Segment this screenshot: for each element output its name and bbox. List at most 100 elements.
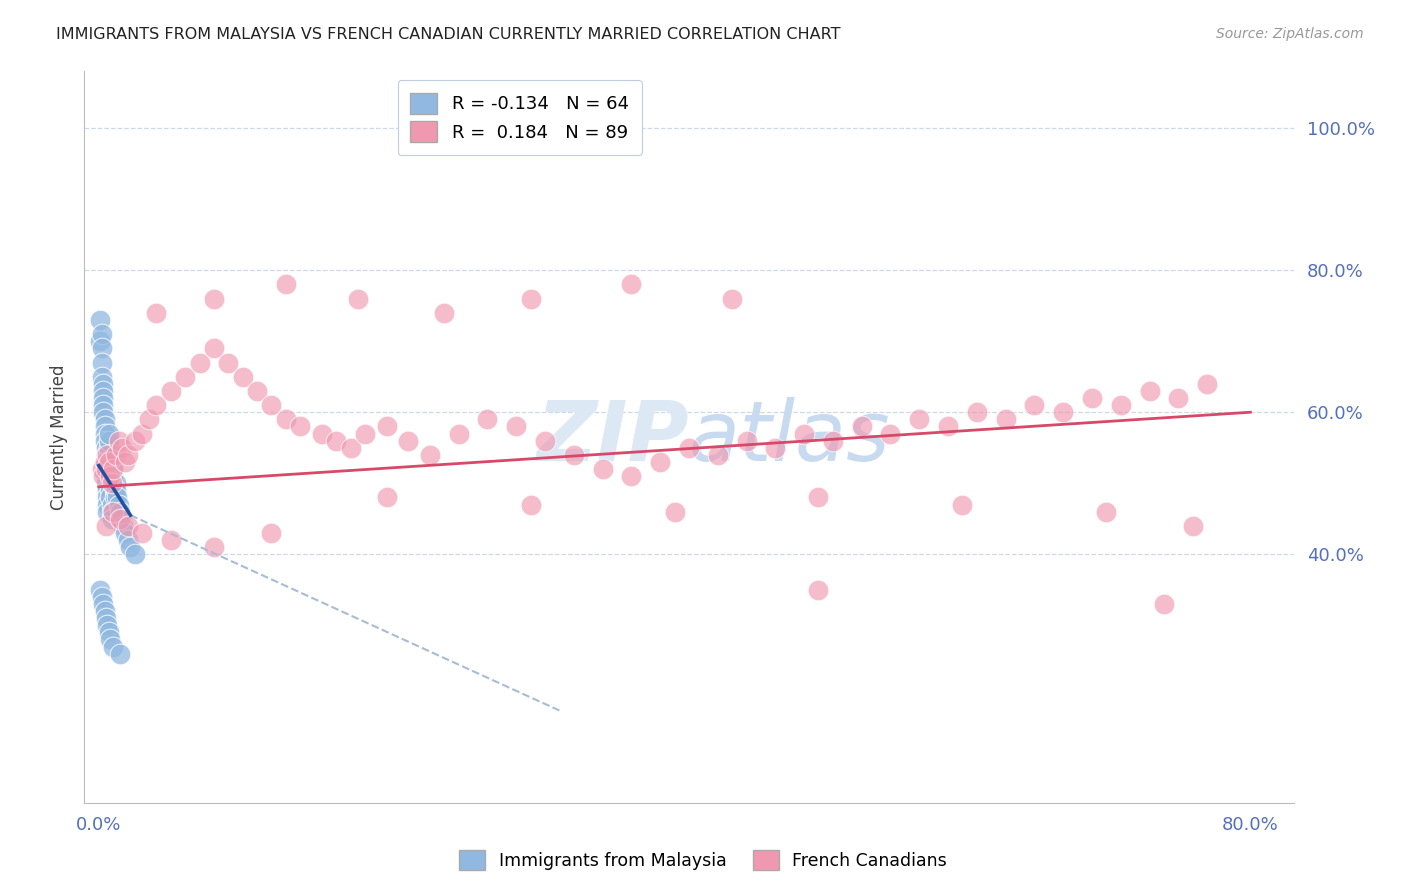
Point <box>117 448 139 462</box>
Point <box>98 469 121 483</box>
Point <box>620 469 643 483</box>
Point <box>91 391 114 405</box>
Point <box>793 426 815 441</box>
Point <box>93 412 115 426</box>
Point <box>650 455 672 469</box>
Point <box>100 476 122 491</box>
Point <box>145 398 167 412</box>
Point <box>1181 519 1204 533</box>
Point <box>97 441 120 455</box>
Point <box>96 448 118 462</box>
Point <box>94 611 117 625</box>
Point <box>94 448 117 462</box>
Point <box>232 369 254 384</box>
Point <box>112 519 135 533</box>
Point <box>90 369 112 384</box>
Point <box>260 398 283 412</box>
Point <box>105 448 128 462</box>
Point <box>936 419 959 434</box>
Point <box>108 434 131 448</box>
Point <box>101 462 124 476</box>
Point <box>519 292 541 306</box>
Point <box>114 525 136 540</box>
Point <box>98 476 121 491</box>
Point <box>1109 398 1132 412</box>
Point <box>1153 597 1175 611</box>
Y-axis label: Currently Married: Currently Married <box>49 364 67 510</box>
Point <box>879 426 901 441</box>
Text: Source: ZipAtlas.com: Source: ZipAtlas.com <box>1216 27 1364 41</box>
Point <box>375 419 398 434</box>
Point <box>339 441 361 455</box>
Point <box>562 448 585 462</box>
Point <box>89 582 111 597</box>
Point <box>159 384 181 398</box>
Point <box>104 491 127 505</box>
Point <box>1052 405 1074 419</box>
Point <box>93 455 115 469</box>
Point <box>97 625 120 640</box>
Point <box>104 483 127 498</box>
Point <box>93 604 115 618</box>
Legend: Immigrants from Malaysia, French Canadians: Immigrants from Malaysia, French Canadia… <box>450 841 956 879</box>
Point <box>174 369 197 384</box>
Point <box>274 277 297 292</box>
Point <box>966 405 988 419</box>
Point <box>138 412 160 426</box>
Point <box>107 491 129 505</box>
Point <box>519 498 541 512</box>
Point <box>145 306 167 320</box>
Point <box>96 505 118 519</box>
Point <box>260 525 283 540</box>
Point <box>98 491 121 505</box>
Point <box>706 448 728 462</box>
Point <box>117 519 139 533</box>
Point <box>91 597 114 611</box>
Point <box>124 547 146 561</box>
Point <box>91 398 114 412</box>
Point <box>94 469 117 483</box>
Point <box>433 306 456 320</box>
Text: IMMIGRANTS FROM MALAYSIA VS FRENCH CANADIAN CURRENTLY MARRIED CORRELATION CHART: IMMIGRANTS FROM MALAYSIA VS FRENCH CANAD… <box>56 27 841 42</box>
Point <box>131 525 153 540</box>
Point <box>1197 376 1219 391</box>
Point <box>735 434 758 448</box>
Point <box>325 434 347 448</box>
Point <box>90 341 112 355</box>
Point <box>100 505 122 519</box>
Point <box>117 533 139 547</box>
Point <box>419 448 441 462</box>
Point <box>97 448 120 462</box>
Point <box>534 434 557 448</box>
Point <box>763 441 786 455</box>
Point <box>396 434 419 448</box>
Point <box>821 434 844 448</box>
Point <box>1167 391 1189 405</box>
Point <box>908 412 931 426</box>
Point <box>124 434 146 448</box>
Point <box>217 355 239 369</box>
Text: atlas: atlas <box>689 397 890 477</box>
Point <box>202 540 225 554</box>
Point <box>89 334 111 349</box>
Text: ZIP: ZIP <box>536 397 689 477</box>
Point <box>120 540 142 554</box>
Point <box>202 292 225 306</box>
Point <box>110 512 132 526</box>
Point <box>101 462 124 476</box>
Point <box>807 491 830 505</box>
Point <box>110 505 132 519</box>
Point <box>246 384 269 398</box>
Point <box>347 292 370 306</box>
Point <box>97 426 120 441</box>
Point <box>447 426 470 441</box>
Point <box>97 455 120 469</box>
Point <box>1095 505 1118 519</box>
Point <box>90 355 112 369</box>
Point <box>290 419 312 434</box>
Point <box>101 505 124 519</box>
Point <box>91 384 114 398</box>
Point <box>91 405 114 419</box>
Point <box>1081 391 1104 405</box>
Point <box>664 505 686 519</box>
